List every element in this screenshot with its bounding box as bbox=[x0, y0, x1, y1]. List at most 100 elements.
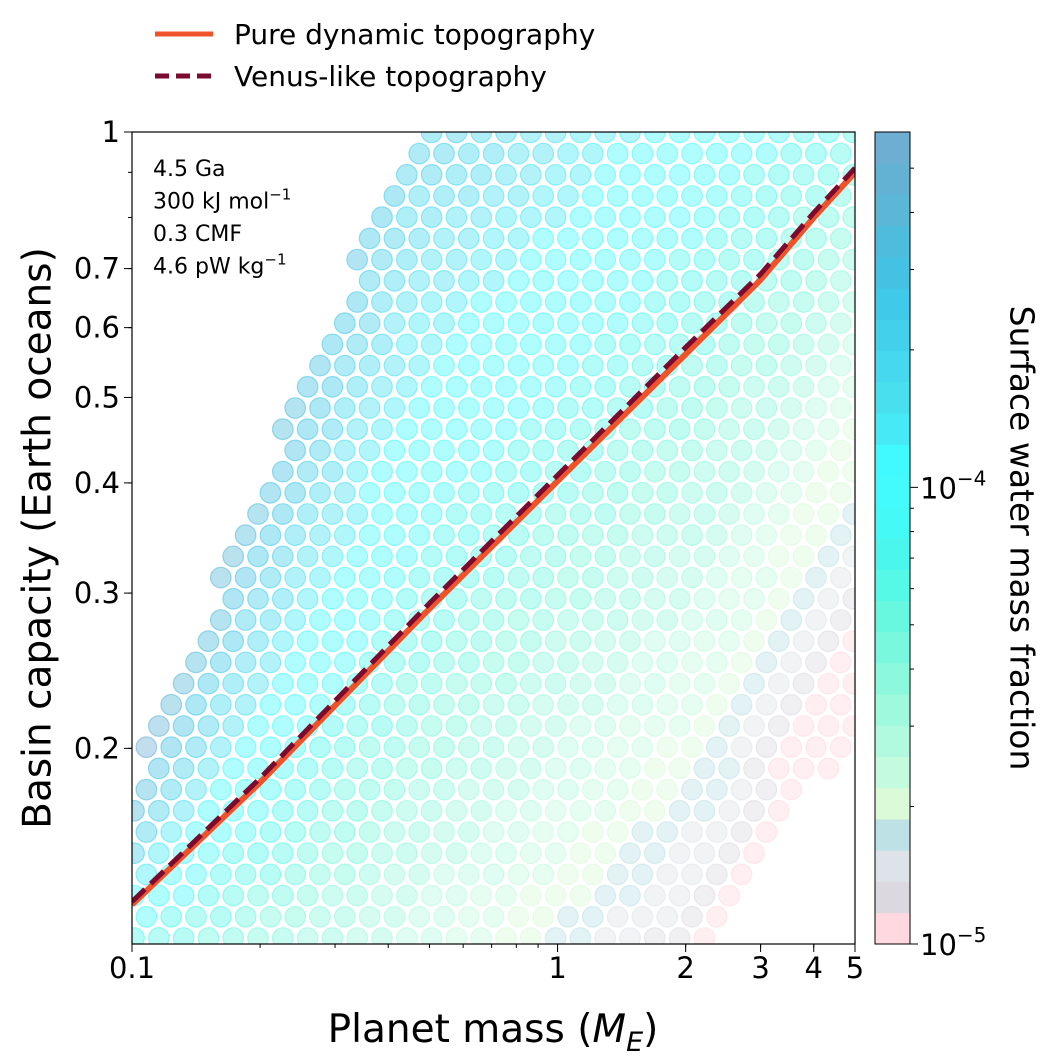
scatter-point bbox=[693, 206, 716, 229]
scatter-point bbox=[296, 418, 319, 441]
scatter-point bbox=[805, 481, 827, 504]
y-tick-label: 1 bbox=[102, 115, 120, 149]
scatter-point bbox=[383, 397, 406, 419]
scatter-point bbox=[309, 651, 331, 674]
scatter-point bbox=[445, 715, 468, 737]
scatter-point bbox=[631, 481, 654, 504]
scatter-point bbox=[619, 799, 641, 822]
scatter-point bbox=[519, 715, 542, 737]
scatter-point bbox=[743, 799, 765, 822]
scatter-point bbox=[346, 333, 369, 356]
scatter-point bbox=[395, 842, 418, 865]
colorbar-segment bbox=[875, 319, 910, 352]
scatter-point bbox=[495, 375, 517, 398]
colorbar-segment bbox=[875, 694, 910, 726]
scatter-point bbox=[718, 587, 741, 610]
scatter-point bbox=[767, 630, 790, 653]
scatter-point bbox=[780, 481, 803, 504]
scatter-point bbox=[495, 757, 517, 780]
scatter-point bbox=[718, 503, 741, 525]
scatter-point bbox=[247, 884, 269, 907]
scatter-point bbox=[581, 863, 604, 886]
scatter-point bbox=[482, 609, 505, 631]
scatter-point bbox=[718, 884, 741, 907]
scatter-point bbox=[606, 524, 629, 547]
scatter-point bbox=[222, 715, 245, 737]
scatter-point bbox=[817, 672, 840, 695]
scatter-point bbox=[358, 863, 381, 886]
scatter-point bbox=[581, 227, 604, 250]
scatter-point bbox=[395, 757, 418, 780]
scatter-point bbox=[817, 587, 840, 610]
scatter-point bbox=[371, 333, 393, 356]
scatter-point bbox=[557, 439, 579, 462]
scatter-point bbox=[296, 842, 319, 865]
scatter-point bbox=[271, 503, 294, 525]
scatter-point bbox=[581, 312, 604, 335]
scatter-point bbox=[234, 524, 257, 547]
scatter-point bbox=[606, 185, 629, 207]
scatter-point bbox=[383, 821, 406, 843]
scatter-point bbox=[842, 672, 855, 695]
scatter-point bbox=[519, 927, 542, 944]
scatter-point bbox=[445, 842, 468, 865]
scatter-point bbox=[371, 587, 393, 610]
scatter-point bbox=[296, 375, 319, 398]
scatter-point bbox=[557, 185, 579, 207]
scatter-point bbox=[544, 587, 567, 610]
scatter-point bbox=[569, 757, 592, 780]
scatter-point bbox=[606, 651, 629, 674]
scatter-point bbox=[346, 884, 369, 907]
scatter-point bbox=[532, 312, 555, 335]
scatter-point bbox=[619, 587, 641, 610]
scatter-point bbox=[755, 524, 778, 547]
scatter-point bbox=[829, 736, 852, 759]
scatter-point bbox=[247, 503, 269, 525]
scatter-point bbox=[780, 524, 803, 547]
scatter-point bbox=[333, 905, 356, 928]
legend: Pure dynamic topography Venus-like topogr… bbox=[155, 18, 595, 93]
y-tick-label: 0.6 bbox=[74, 311, 120, 345]
scatter-point bbox=[557, 821, 579, 843]
scatter-point bbox=[643, 291, 666, 313]
scatter-point bbox=[358, 736, 381, 759]
scatter-point bbox=[557, 397, 579, 419]
scatter-point bbox=[395, 333, 418, 356]
scatter-point bbox=[705, 481, 728, 504]
colorbar-segment bbox=[875, 444, 910, 476]
scatter-point bbox=[507, 693, 530, 716]
colorbar-segment bbox=[875, 819, 910, 851]
scatter-point bbox=[147, 842, 170, 865]
scatter-point bbox=[532, 354, 555, 377]
scatter-point bbox=[755, 227, 778, 250]
scatter-point bbox=[445, 757, 468, 780]
scatter-point bbox=[495, 715, 517, 737]
scatter-point bbox=[495, 799, 517, 822]
scatter-point bbox=[532, 736, 555, 759]
scatter-point bbox=[346, 503, 369, 525]
scatter-point bbox=[172, 757, 195, 780]
scatter-point bbox=[829, 269, 852, 292]
scatter-point bbox=[197, 884, 220, 907]
scatter-point bbox=[507, 397, 530, 419]
scatter-point bbox=[445, 587, 468, 610]
x-tick-label: 1 bbox=[548, 951, 566, 985]
scatter-point bbox=[482, 227, 505, 250]
scatter-point bbox=[581, 609, 604, 631]
scatter-point bbox=[681, 312, 703, 335]
scatter-point bbox=[371, 842, 393, 865]
scatter-point bbox=[792, 757, 815, 780]
scatter-point bbox=[445, 545, 468, 568]
scatter-point bbox=[209, 905, 232, 928]
scatter-point bbox=[284, 863, 307, 886]
scatter-point bbox=[445, 630, 468, 653]
scatter-point bbox=[705, 693, 728, 716]
scatter-point bbox=[656, 651, 679, 674]
scatter-point bbox=[333, 354, 356, 377]
scatter-point bbox=[569, 163, 592, 186]
scatter-point bbox=[259, 651, 282, 674]
scatter-point bbox=[705, 269, 728, 292]
scatter-point bbox=[780, 269, 803, 292]
scatter-point bbox=[482, 439, 505, 462]
scatter-point bbox=[705, 778, 728, 801]
